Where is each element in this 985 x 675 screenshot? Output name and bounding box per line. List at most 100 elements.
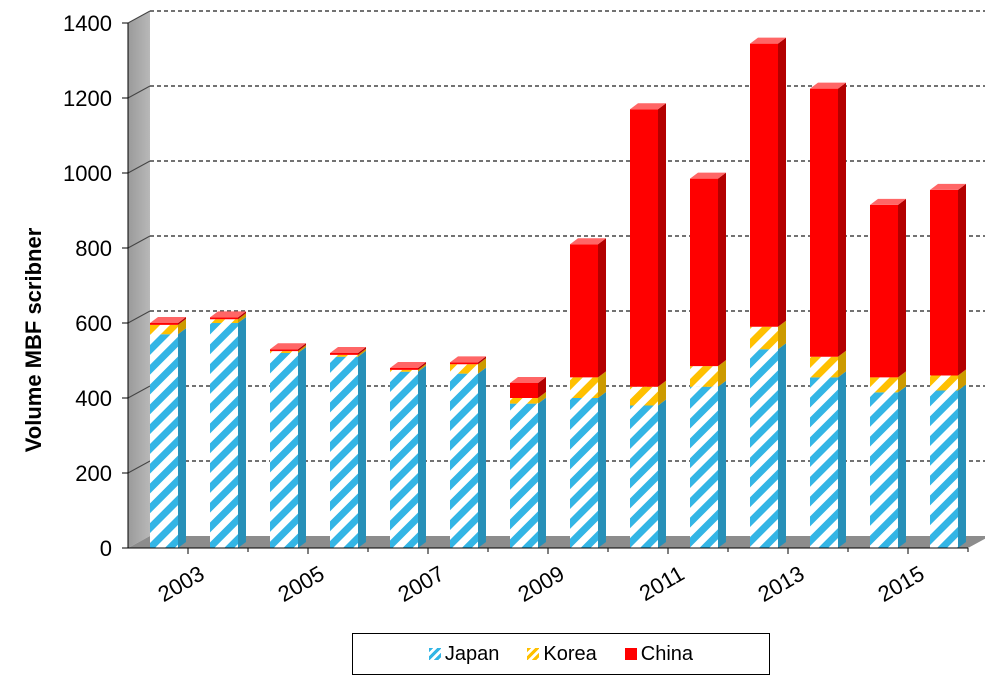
bar-korea bbox=[270, 351, 298, 353]
bar-china bbox=[270, 349, 298, 352]
bar-china bbox=[450, 362, 478, 365]
bar-side-japan bbox=[538, 397, 546, 548]
bar-side-china bbox=[778, 37, 786, 327]
x-tick-label: 2013 bbox=[754, 561, 809, 607]
bar-side-china bbox=[838, 82, 846, 357]
bar-side-china bbox=[598, 238, 606, 378]
y-tick-label: 1200 bbox=[63, 86, 112, 111]
bar-japan bbox=[750, 349, 778, 548]
bar-side-korea bbox=[298, 345, 306, 353]
y-tick-label: 0 bbox=[100, 536, 112, 561]
bar-side-korea bbox=[838, 350, 846, 378]
bar-china bbox=[510, 383, 538, 398]
bar-side-china bbox=[718, 172, 726, 367]
bar-stack-2006 bbox=[330, 347, 366, 548]
bar-side-china bbox=[418, 362, 426, 370]
bar-china bbox=[390, 368, 418, 370]
bar-side-korea bbox=[958, 369, 966, 391]
gridline-diagonal bbox=[127, 235, 151, 249]
bar-side-korea bbox=[538, 392, 546, 404]
bar-korea bbox=[330, 354, 358, 357]
legend-swatch-japan bbox=[428, 648, 441, 660]
bar-top bbox=[450, 356, 486, 363]
bar-japan bbox=[630, 405, 658, 548]
gridline-diagonal bbox=[127, 160, 151, 174]
y-tick-label: 800 bbox=[75, 236, 112, 261]
bar-top bbox=[570, 238, 606, 245]
bar-korea bbox=[630, 386, 658, 406]
bar-korea bbox=[690, 366, 718, 387]
bar-stack-2014 bbox=[810, 82, 846, 548]
bar-korea bbox=[390, 369, 418, 372]
bar-stack-2016 bbox=[930, 183, 966, 548]
bar-stack-2015 bbox=[870, 198, 906, 548]
bar-side-korea bbox=[718, 360, 726, 387]
bar-china bbox=[210, 317, 238, 320]
x-tick-label: 2005 bbox=[274, 561, 329, 607]
bar-korea bbox=[450, 364, 478, 374]
bar-top bbox=[750, 37, 786, 44]
bar-side-japan bbox=[658, 399, 666, 548]
bar-side-korea bbox=[658, 380, 666, 406]
gridline-diagonal bbox=[127, 460, 151, 474]
bars-layer bbox=[150, 37, 966, 548]
bar-top bbox=[930, 183, 966, 190]
y-tick-label: 200 bbox=[75, 461, 112, 486]
bar-top bbox=[810, 82, 846, 89]
legend-item-china: China bbox=[624, 642, 694, 666]
legend-item-korea: Korea bbox=[527, 643, 597, 666]
bar-side-japan bbox=[298, 347, 306, 548]
bar-japan bbox=[330, 356, 358, 548]
bar-stack-2009 bbox=[510, 377, 546, 548]
x-tick-label: 2009 bbox=[514, 561, 569, 607]
bar-stack-2010 bbox=[570, 238, 606, 548]
bar-side-korea bbox=[478, 358, 486, 374]
bar-japan bbox=[270, 353, 298, 548]
legend-label: Japan bbox=[444, 642, 500, 665]
x-tick-label: 2015 bbox=[874, 561, 929, 607]
bar-japan bbox=[210, 323, 238, 548]
bar-side-japan bbox=[778, 343, 786, 548]
bar-japan bbox=[930, 390, 958, 548]
y-tick-label: 1400 bbox=[63, 11, 112, 36]
bar-side-japan bbox=[478, 367, 486, 548]
bar-side-china bbox=[658, 103, 666, 387]
bar-china bbox=[870, 204, 898, 378]
bar-top bbox=[390, 362, 426, 368]
bar-side-japan bbox=[598, 392, 606, 548]
bar-stack-2013 bbox=[750, 37, 786, 548]
bar-china bbox=[810, 88, 838, 357]
gridline-diagonal bbox=[127, 385, 151, 399]
bar-side-china bbox=[958, 183, 966, 376]
bar-japan bbox=[870, 392, 898, 548]
bar-korea bbox=[570, 377, 598, 398]
bar-stack-2005 bbox=[270, 343, 306, 548]
bar-china bbox=[330, 353, 358, 355]
bar-china bbox=[750, 43, 778, 327]
legend-swatch-china bbox=[624, 648, 637, 660]
y-tick-label: 600 bbox=[75, 311, 112, 336]
bar-top bbox=[150, 317, 186, 323]
bar-top bbox=[510, 377, 546, 383]
bar-side-china bbox=[238, 311, 246, 320]
x-tick-label: 2007 bbox=[394, 561, 449, 607]
bar-top bbox=[270, 343, 306, 350]
bar-japan bbox=[150, 334, 178, 548]
legend: Japan Korea China bbox=[352, 633, 770, 675]
bar-side-korea bbox=[358, 348, 366, 357]
y-axis-title: Volume MBF scribner bbox=[21, 227, 46, 452]
bar-side-korea bbox=[598, 371, 606, 398]
bar-top bbox=[330, 347, 366, 353]
bar-top bbox=[210, 311, 246, 318]
legend-item-japan: Japan bbox=[428, 642, 500, 666]
bar-korea bbox=[210, 319, 238, 323]
bar-side-japan bbox=[838, 371, 846, 548]
bar-japan bbox=[450, 373, 478, 548]
bar-top bbox=[630, 103, 666, 110]
bar-korea bbox=[930, 375, 958, 391]
legend-label: China bbox=[640, 642, 694, 665]
bar-top bbox=[870, 198, 906, 205]
y-tick-label: 1000 bbox=[63, 161, 112, 186]
bar-side-japan bbox=[958, 384, 966, 548]
bar-china bbox=[570, 244, 598, 378]
